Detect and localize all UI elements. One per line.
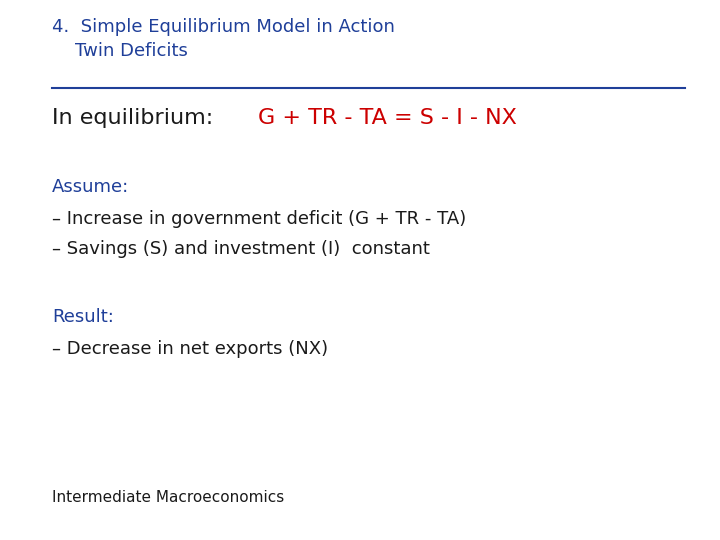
Text: Intermediate Macroeconomics: Intermediate Macroeconomics bbox=[52, 490, 284, 505]
Text: G + TR - TA = S - I - NX: G + TR - TA = S - I - NX bbox=[258, 108, 517, 128]
Text: Assume:: Assume: bbox=[52, 178, 130, 196]
Text: Twin Deficits: Twin Deficits bbox=[75, 42, 188, 60]
Text: – Decrease in net exports (NX): – Decrease in net exports (NX) bbox=[52, 340, 328, 358]
Text: Result:: Result: bbox=[52, 308, 114, 326]
Text: In equilibrium:: In equilibrium: bbox=[52, 108, 213, 128]
Text: – Savings (S) and investment (I)  constant: – Savings (S) and investment (I) constan… bbox=[52, 240, 430, 258]
Text: – Increase in government deficit (G + TR - TA): – Increase in government deficit (G + TR… bbox=[52, 210, 467, 228]
Text: 4.  Simple Equilibrium Model in Action: 4. Simple Equilibrium Model in Action bbox=[52, 18, 395, 36]
